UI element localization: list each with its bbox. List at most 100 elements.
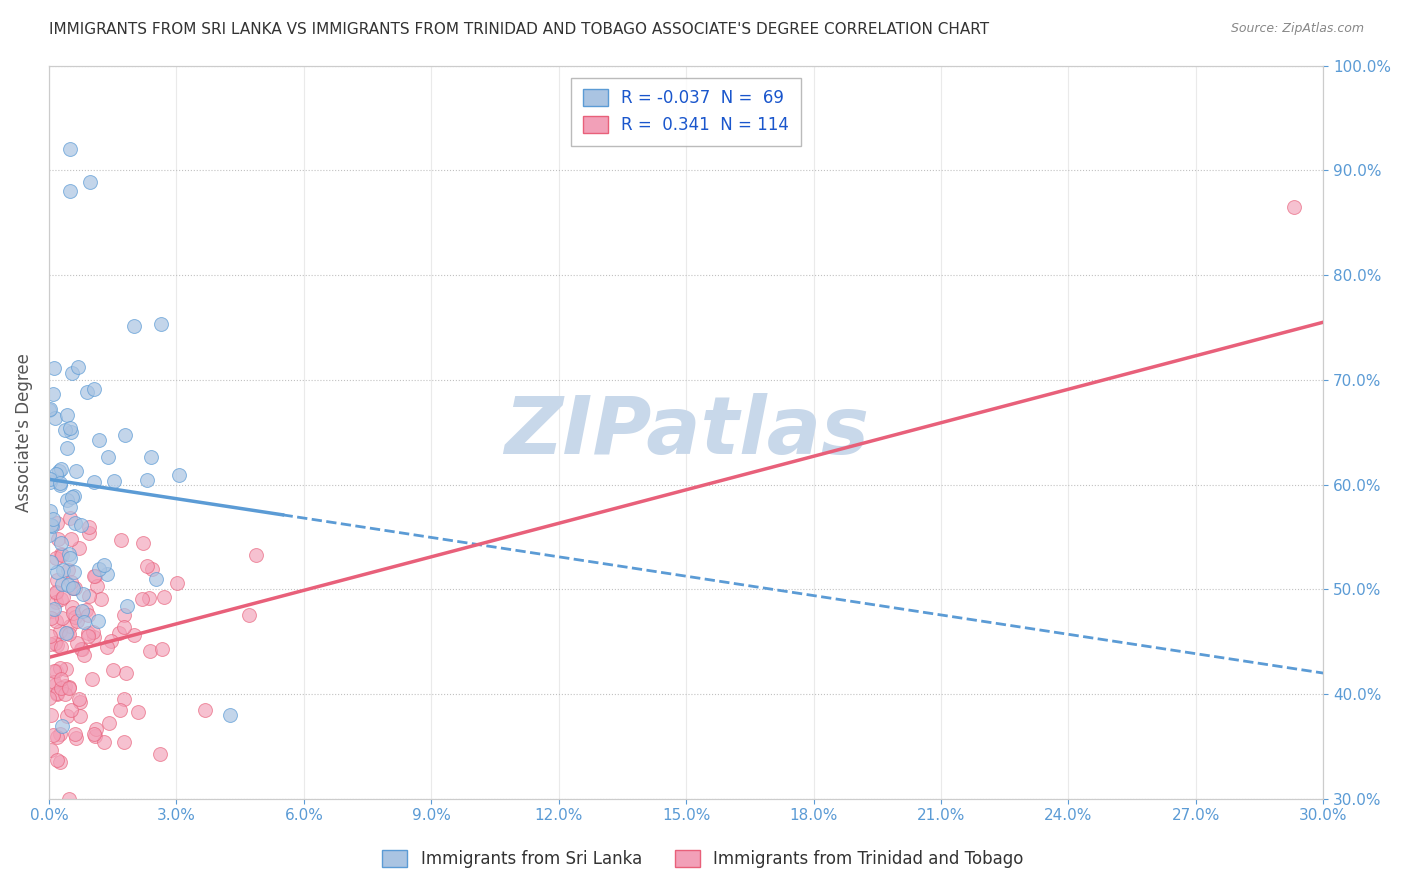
Point bbox=[41, 518, 63, 533]
Point bbox=[167, 468, 190, 483]
Point bbox=[63, 582, 86, 596]
Point bbox=[245, 548, 267, 562]
Point bbox=[51, 576, 73, 591]
Point bbox=[46, 533, 69, 547]
Point bbox=[44, 411, 66, 425]
Point bbox=[72, 587, 94, 601]
Point bbox=[38, 637, 60, 651]
Point bbox=[79, 526, 101, 541]
Point bbox=[49, 478, 72, 492]
Point bbox=[132, 535, 155, 549]
Point bbox=[83, 729, 105, 743]
Point bbox=[93, 558, 115, 573]
Point bbox=[145, 573, 167, 587]
Point bbox=[45, 584, 67, 599]
Point bbox=[52, 563, 75, 577]
Point bbox=[59, 500, 82, 515]
Point bbox=[79, 175, 101, 189]
Point bbox=[38, 475, 60, 489]
Point bbox=[39, 555, 62, 569]
Point bbox=[98, 716, 121, 731]
Point bbox=[44, 586, 66, 600]
Point bbox=[51, 719, 73, 733]
Point bbox=[58, 681, 80, 695]
Point bbox=[56, 493, 79, 508]
Point bbox=[90, 592, 112, 607]
Point bbox=[60, 490, 83, 504]
Point bbox=[96, 640, 118, 654]
Text: ZIPatlas: ZIPatlas bbox=[503, 393, 869, 471]
Point bbox=[115, 665, 138, 680]
Point bbox=[38, 403, 60, 417]
Point bbox=[48, 727, 70, 741]
Point bbox=[44, 675, 66, 690]
Point bbox=[38, 528, 60, 542]
Point bbox=[46, 516, 69, 530]
Point bbox=[39, 611, 62, 625]
Point bbox=[112, 607, 135, 622]
Point bbox=[80, 672, 103, 686]
Y-axis label: Associate's Degree: Associate's Degree bbox=[15, 352, 32, 512]
Point bbox=[39, 518, 62, 533]
Point bbox=[59, 618, 82, 632]
Point bbox=[42, 387, 65, 401]
Point bbox=[87, 433, 110, 447]
Point bbox=[59, 550, 82, 565]
Point bbox=[59, 575, 82, 590]
Point bbox=[76, 607, 98, 622]
Point bbox=[65, 635, 87, 649]
Legend: R = -0.037  N =  69, R =  0.341  N = 114: R = -0.037 N = 69, R = 0.341 N = 114 bbox=[571, 78, 801, 145]
Point bbox=[76, 385, 98, 400]
Point bbox=[49, 756, 72, 770]
Point bbox=[51, 611, 73, 625]
Point bbox=[62, 581, 84, 595]
Point bbox=[42, 512, 65, 526]
Point bbox=[1282, 200, 1305, 214]
Text: IMMIGRANTS FROM SRI LANKA VS IMMIGRANTS FROM TRINIDAD AND TOBAGO ASSOCIATE'S DEG: IMMIGRANTS FROM SRI LANKA VS IMMIGRANTS … bbox=[49, 22, 990, 37]
Point bbox=[52, 591, 75, 605]
Point bbox=[49, 476, 72, 491]
Point bbox=[46, 566, 69, 580]
Point bbox=[108, 703, 131, 717]
Point bbox=[44, 636, 66, 650]
Point bbox=[76, 629, 98, 643]
Point bbox=[60, 366, 83, 380]
Point bbox=[65, 465, 87, 479]
Point bbox=[42, 361, 65, 376]
Point bbox=[103, 474, 125, 488]
Point bbox=[166, 575, 188, 590]
Point bbox=[39, 708, 62, 723]
Point bbox=[42, 602, 65, 616]
Point bbox=[65, 731, 87, 746]
Point bbox=[60, 599, 83, 614]
Point bbox=[97, 450, 120, 464]
Point bbox=[127, 705, 149, 719]
Point bbox=[60, 703, 83, 717]
Text: Source: ZipAtlas.com: Source: ZipAtlas.com bbox=[1230, 22, 1364, 36]
Point bbox=[69, 642, 91, 657]
Point bbox=[56, 708, 79, 723]
Point bbox=[73, 615, 96, 630]
Point bbox=[149, 747, 172, 762]
Point bbox=[67, 541, 90, 555]
Point bbox=[45, 467, 67, 481]
Point bbox=[56, 441, 79, 455]
Point bbox=[59, 425, 82, 439]
Point bbox=[141, 562, 163, 576]
Point bbox=[82, 625, 104, 640]
Point bbox=[69, 695, 91, 709]
Point bbox=[87, 562, 110, 576]
Point bbox=[83, 568, 105, 582]
Point bbox=[63, 516, 86, 530]
Point bbox=[42, 727, 65, 741]
Point bbox=[59, 420, 82, 434]
Point bbox=[39, 503, 62, 517]
Point bbox=[77, 625, 100, 640]
Point bbox=[112, 620, 135, 634]
Point bbox=[45, 730, 67, 744]
Point bbox=[83, 630, 105, 644]
Point bbox=[39, 743, 62, 757]
Point bbox=[93, 734, 115, 748]
Point bbox=[96, 566, 118, 581]
Point bbox=[45, 573, 67, 587]
